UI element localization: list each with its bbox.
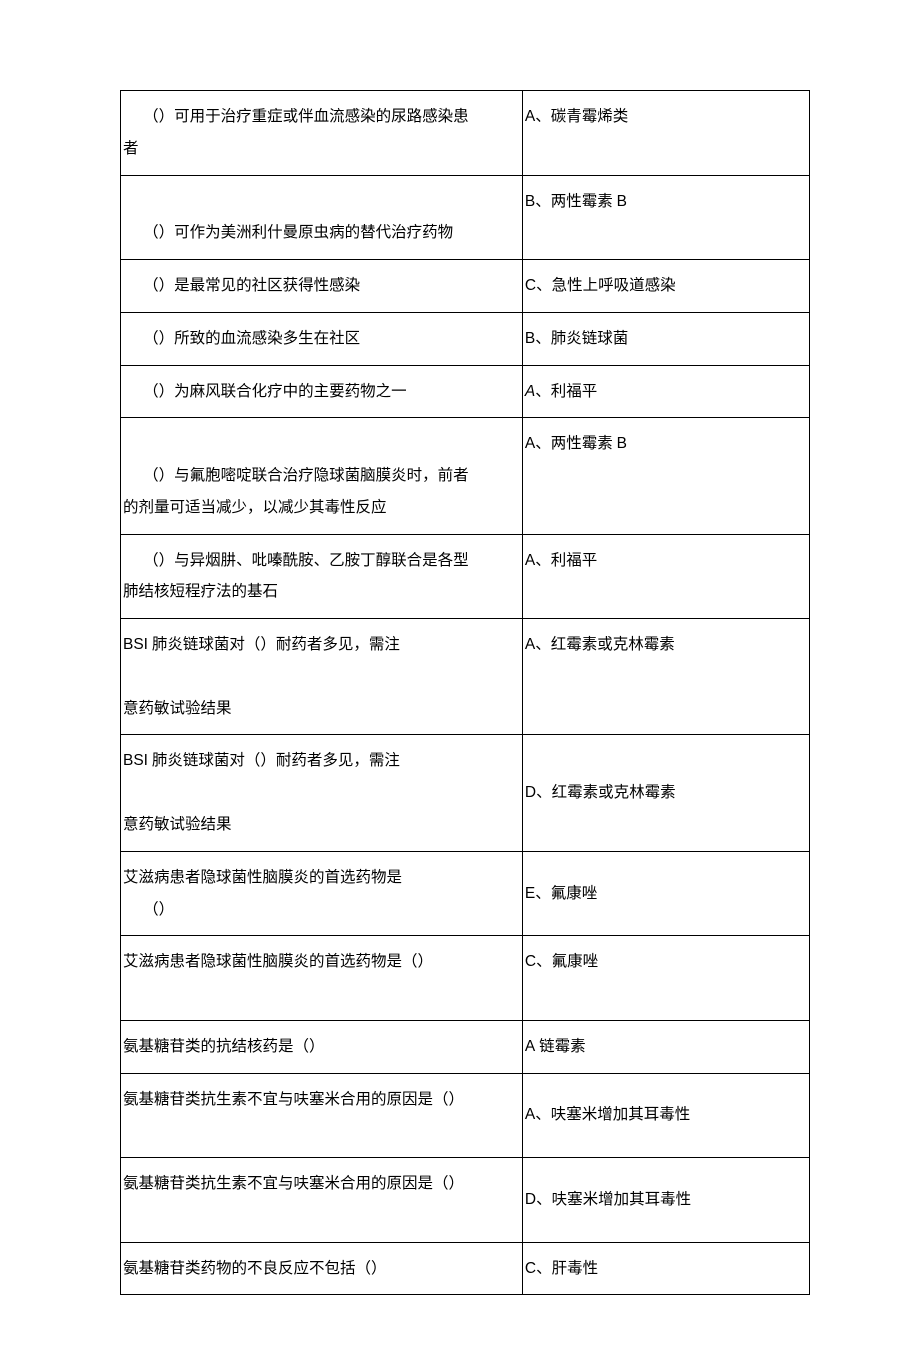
question-cell: 艾滋病患者隐球菌性脑膜炎的首选药物是（）: [121, 936, 523, 1021]
question-cell: （）是最常见的社区获得性感染: [121, 260, 523, 313]
answer-cell: A、碳青霉烯类: [522, 91, 809, 176]
table-row: （）可作为美洲利什曼原虫病的替代治疗药物B、两性霉素 B: [121, 175, 810, 260]
question-cell: BSI 肺炎链球菌对（）耐药者多见，需注 意药敏试验结果: [121, 619, 523, 735]
table-row: 艾滋病患者隐球菌性脑膜炎的首选药物是（）E、氟康唑: [121, 851, 810, 936]
question-cell: 氨基糖苷类抗生素不宜与呋塞米合用的原因是（）: [121, 1073, 523, 1158]
answer-cell: C、氟康唑: [522, 936, 809, 1021]
table-row: 氨基糖苷类的抗结核药是（）A 链霉素: [121, 1020, 810, 1073]
answer-cell: B、两性霉素 B: [522, 175, 809, 260]
document-page: （）可用于治疗重症或伴血流感染的尿路感染患者A、碳青霉烯类 （）可作为美洲利什曼…: [0, 0, 920, 1365]
table-row: （）所致的血流感染多生在社区B、肺炎链球菌: [121, 312, 810, 365]
question-cell: 氨基糖苷类抗生素不宜与呋塞米合用的原因是（）: [121, 1158, 523, 1243]
table-row: （）与异烟肼、吡嗪酰胺、乙胺丁醇联合是各型肺结核短程疗法的基石A、利福平: [121, 534, 810, 619]
answer-cell: A、两性霉素 B: [522, 418, 809, 534]
answer-cell: A、利福平: [522, 365, 809, 418]
question-cell: 氨基糖苷类的抗结核药是（）: [121, 1020, 523, 1073]
table-row: （）与氟胞嘧啶联合治疗隐球菌脑膜炎时，前者的剂量可适当减少，以减少其毒性反应A、…: [121, 418, 810, 534]
table-row: （）可用于治疗重症或伴血流感染的尿路感染患者A、碳青霉烯类: [121, 91, 810, 176]
question-cell: 氨基糖苷类药物的不良反应不包括（）: [121, 1242, 523, 1295]
question-cell: （）为麻风联合化疗中的主要药物之一: [121, 365, 523, 418]
question-cell: 艾滋病患者隐球菌性脑膜炎的首选药物是（）: [121, 851, 523, 936]
table-row: BSI 肺炎链球菌对（）耐药者多见，需注 意药敏试验结果A、红霉素或克林霉素: [121, 619, 810, 735]
question-cell: （）可作为美洲利什曼原虫病的替代治疗药物: [121, 175, 523, 260]
answer-cell: A 链霉素: [522, 1020, 809, 1073]
qa-table-body: （）可用于治疗重症或伴血流感染的尿路感染患者A、碳青霉烯类 （）可作为美洲利什曼…: [121, 91, 810, 1295]
answer-cell: C、肝毒性: [522, 1242, 809, 1295]
question-cell: （）与异烟肼、吡嗪酰胺、乙胺丁醇联合是各型肺结核短程疗法的基石: [121, 534, 523, 619]
table-row: 氨基糖苷类抗生素不宜与呋塞米合用的原因是（） A、呋塞米增加其耳毒性: [121, 1073, 810, 1158]
answer-cell: A、红霉素或克林霉素: [522, 619, 809, 735]
answer-cell: E、氟康唑: [522, 851, 809, 936]
question-cell: （）可用于治疗重症或伴血流感染的尿路感染患者: [121, 91, 523, 176]
answer-cell: D、红霉素或克林霉素: [522, 735, 809, 851]
table-row: 氨基糖苷类抗生素不宜与呋塞米合用的原因是（） D、呋塞米增加其耳毒性: [121, 1158, 810, 1243]
answer-cell: A、利福平: [522, 534, 809, 619]
table-row: BSI 肺炎链球菌对（）耐药者多见，需注 意药敏试验结果D、红霉素或克林霉素: [121, 735, 810, 851]
table-row: 氨基糖苷类药物的不良反应不包括（）C、肝毒性: [121, 1242, 810, 1295]
answer-cell: C、急性上呼吸道感染: [522, 260, 809, 313]
table-row: 艾滋病患者隐球菌性脑膜炎的首选药物是（） C、氟康唑: [121, 936, 810, 1021]
table-row: （）为麻风联合化疗中的主要药物之一A、利福平: [121, 365, 810, 418]
answer-cell: A、呋塞米增加其耳毒性: [522, 1073, 809, 1158]
answer-cell: D、呋塞米增加其耳毒性: [522, 1158, 809, 1243]
table-row: （）是最常见的社区获得性感染C、急性上呼吸道感染: [121, 260, 810, 313]
question-cell: （）所致的血流感染多生在社区: [121, 312, 523, 365]
answer-cell: B、肺炎链球菌: [522, 312, 809, 365]
question-cell: （）与氟胞嘧啶联合治疗隐球菌脑膜炎时，前者的剂量可适当减少，以减少其毒性反应: [121, 418, 523, 534]
qa-table: （）可用于治疗重症或伴血流感染的尿路感染患者A、碳青霉烯类 （）可作为美洲利什曼…: [120, 90, 810, 1295]
question-cell: BSI 肺炎链球菌对（）耐药者多见，需注 意药敏试验结果: [121, 735, 523, 851]
